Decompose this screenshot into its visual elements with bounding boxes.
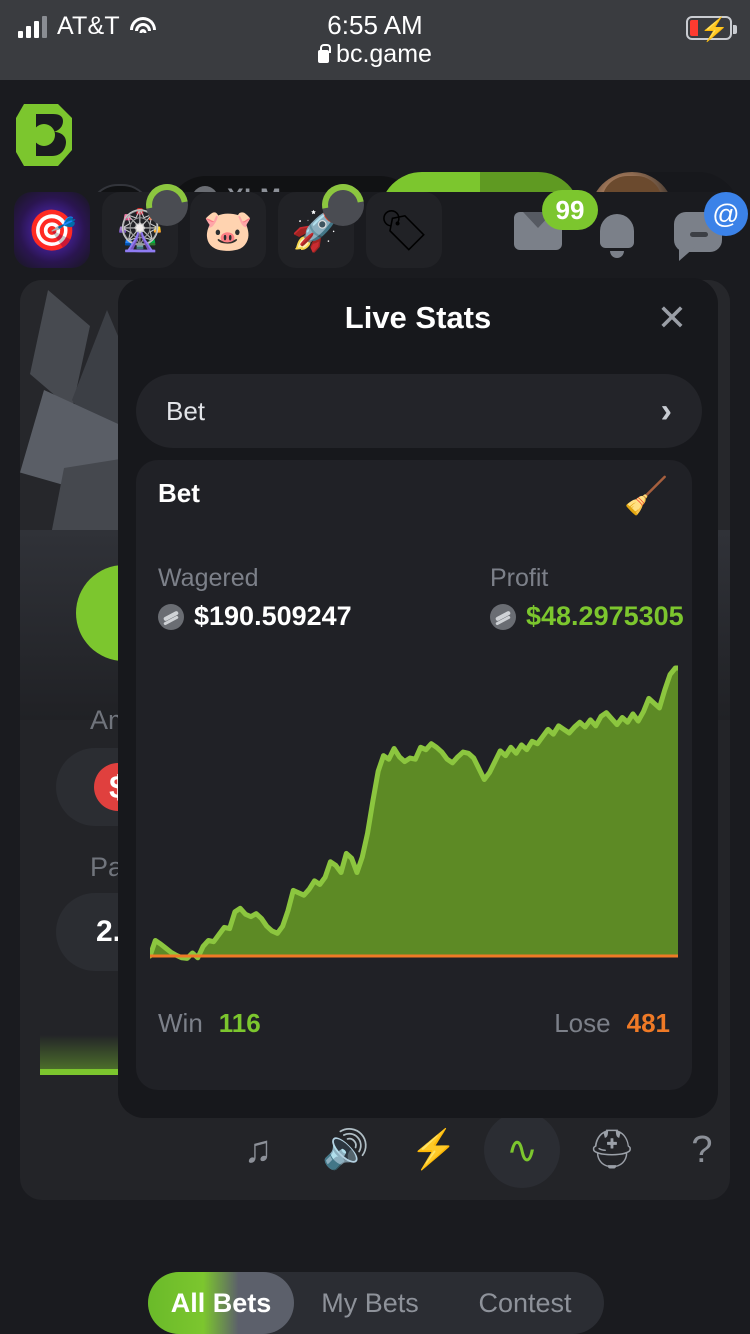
- toolbar-glyph: ⛑: [587, 1129, 637, 1171]
- carrier-label: AT&T: [57, 12, 120, 40]
- chat-badge: @: [704, 192, 748, 236]
- tile-glyph: 🏷: [378, 208, 430, 253]
- signal-bars-icon: [18, 15, 47, 38]
- toolbar-glyph: 🔊: [322, 1129, 370, 1171]
- chevron-right-icon[interactable]: ›: [660, 392, 672, 430]
- music-off-icon[interactable]: ♫: [220, 1112, 296, 1188]
- close-icon[interactable]: ✕: [656, 297, 688, 338]
- toolbar-glyph: ♫: [243, 1128, 273, 1171]
- turbo-lightning-icon[interactable]: ⚡: [396, 1112, 472, 1188]
- promo-icon-row: 🎯 🎡 🐷 🚀 🏷 99 @: [0, 184, 750, 278]
- bet-filter-label: Bet: [166, 395, 206, 426]
- bc-game-logo[interactable]: [14, 100, 76, 170]
- stellar-coin-icon: [158, 603, 184, 630]
- profit-label: Profit: [490, 564, 549, 592]
- win-value: 116: [218, 1008, 261, 1038]
- price-tag-icon[interactable]: 🏷: [366, 192, 442, 268]
- rocket-icon[interactable]: 🚀: [278, 184, 364, 268]
- sound-on-icon[interactable]: 🔊: [308, 1112, 384, 1188]
- chat-bubble-icon[interactable]: @: [674, 192, 748, 252]
- url-label: bc.game: [336, 40, 432, 68]
- piggy-bank-icon[interactable]: 🐷: [190, 192, 266, 268]
- tile-glyph: 🐷: [203, 208, 253, 253]
- wagered-label: Wagered: [158, 564, 259, 592]
- win-label: Win: [158, 1008, 203, 1038]
- notification-bell-icon[interactable]: [596, 212, 638, 258]
- win-stat: Win 116: [158, 1008, 261, 1039]
- clock-label: 6:55 AM: [327, 10, 423, 40]
- tab-my-bets[interactable]: My Bets: [321, 1287, 419, 1318]
- profit-chart: [150, 656, 678, 976]
- wagered-block: Wagered $190.509247: [158, 564, 352, 632]
- bet-filter-row[interactable]: Bet ›: [136, 374, 702, 448]
- wagered-value: $190.509247: [194, 601, 352, 631]
- tile-glyph: 🎯: [27, 208, 77, 253]
- status-bar: AT&T 6:55 AM ⚡ bc.game: [0, 0, 750, 80]
- lose-value: 481: [626, 1008, 670, 1038]
- app-header: XLM $46.1574274 Wallet: [0, 80, 750, 256]
- toolbar-glyph: ∿: [506, 1129, 538, 1172]
- tab-all-bets[interactable]: All Bets: [148, 1272, 294, 1334]
- profit-block: Profit $48.2975305: [490, 564, 684, 632]
- lose-label: Lose: [554, 1008, 611, 1038]
- lock-icon: [318, 44, 332, 63]
- live-stats-modal: Live Stats ✕ Bet › Bet 🧹 Wagered $190.50…: [118, 278, 718, 1118]
- wifi-icon: [129, 16, 156, 37]
- stellar-coin-icon: [490, 603, 516, 630]
- tab-contest[interactable]: Contest: [478, 1287, 572, 1318]
- profit-area-chart: [150, 665, 678, 961]
- mail-icon[interactable]: 99: [514, 190, 598, 250]
- status-bar-left: AT&T: [18, 12, 156, 41]
- toolbar-glyph: ?: [691, 1128, 713, 1171]
- progress-ring-icon: [322, 184, 364, 226]
- battery-charging-icon: ⚡: [686, 16, 737, 42]
- bets-tabs: All Bets My Bets Contest: [148, 1272, 604, 1334]
- lose-stat: Lose 481: [554, 1008, 670, 1039]
- progress-ring-icon: [146, 184, 188, 226]
- fortune-wheel-icon[interactable]: 🎡: [102, 184, 188, 268]
- mail-badge: 99: [542, 190, 598, 230]
- profit-value: $48.2975305: [526, 601, 684, 631]
- stats-card: Bet 🧹 Wagered $190.509247 Profit $48.297…: [136, 460, 692, 1090]
- game-toolbar: ♫ 🔊 ⚡ ∿ ⛑ ?: [20, 1100, 730, 1200]
- provably-fair-icon[interactable]: ⛑: [574, 1112, 650, 1188]
- notification-icons: 99 @: [506, 190, 748, 270]
- page-title: Live Stats: [344, 300, 492, 335]
- site-url[interactable]: bc.game: [0, 40, 750, 69]
- help-icon[interactable]: ?: [664, 1112, 740, 1188]
- bullseye-target-icon[interactable]: 🎯: [14, 192, 90, 268]
- broom-clear-icon[interactable]: 🧹: [623, 475, 669, 516]
- toolbar-glyph: ⚡: [410, 1129, 458, 1171]
- stats-card-title: Bet: [158, 478, 200, 508]
- live-stats-icon[interactable]: ∿: [484, 1112, 560, 1188]
